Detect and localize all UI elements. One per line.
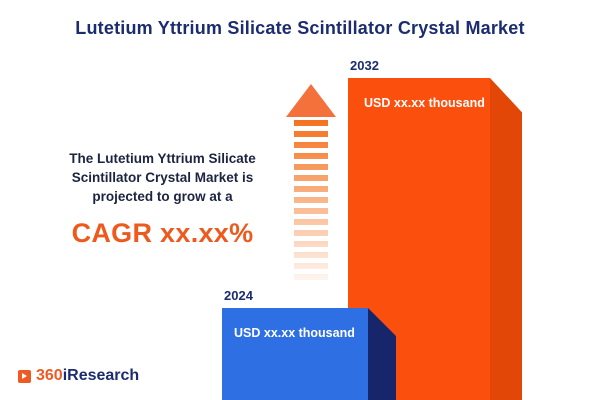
logo-icon bbox=[18, 369, 31, 383]
bar-2024-year-label: 2024 bbox=[224, 288, 253, 303]
bar-2032-year-label: 2032 bbox=[350, 58, 379, 73]
logo-prefix: 360 bbox=[36, 367, 63, 384]
growth-arrow-head-icon bbox=[286, 84, 336, 117]
annotation-line-3: projected to grow at a bbox=[92, 188, 233, 204]
annotation-text: The Lutetium Yttrium Silicate Scintillat… bbox=[35, 150, 290, 252]
brand-logo: 360 iResearch bbox=[18, 367, 139, 385]
logo-suffix: iResearch bbox=[62, 367, 140, 384]
cagr-value: CAGR xx.xx% bbox=[71, 217, 254, 248]
bar-2024-value-label: USD xx.xx thousand bbox=[234, 326, 355, 340]
bar-2024 bbox=[222, 308, 368, 400]
annotation-line-1: The Lutetium Yttrium Silicate bbox=[69, 151, 256, 166]
bar-2032-value-label: USD xx.xx thousand bbox=[364, 96, 485, 110]
page-title: Lutetium Yttrium Silicate Scintillator C… bbox=[75, 18, 525, 38]
bar-2032-side-face bbox=[490, 78, 522, 400]
growth-arrow-fade bbox=[293, 120, 329, 287]
annotation-line-2: Scintillator Crystal Market is bbox=[71, 169, 254, 185]
